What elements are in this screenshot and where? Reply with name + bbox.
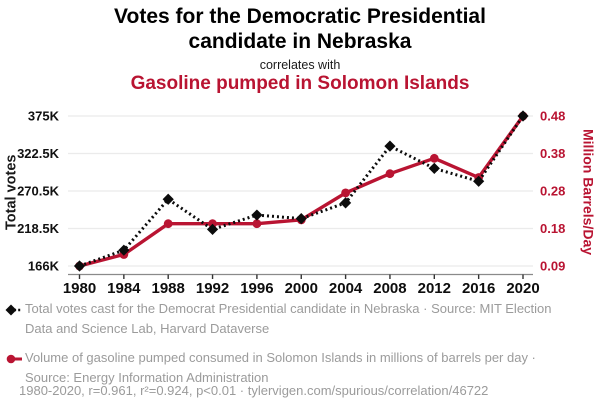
x-axis-tick-label: 1984	[107, 280, 141, 297]
legend-item-votes: Total votes cast for the Democrat Presid…	[5, 299, 580, 339]
x-axis-tick-label: 2016	[462, 280, 495, 297]
right-axis-tick-label: 0.38	[540, 146, 565, 161]
x-axis-tick-label: 1988	[152, 280, 185, 297]
data-point-diamond	[206, 223, 219, 235]
data-point-diamond	[384, 140, 396, 152]
legend-label-gasoline: Volume of gasoline pumped consumed in So…	[25, 350, 536, 385]
x-axis-tick-label: 2020	[506, 280, 539, 297]
legend: Total votes cast for the Democrat Presid…	[5, 299, 580, 397]
left-axis-tick-label: 218.5K	[17, 221, 60, 236]
x-axis-tick-label: 1980	[63, 280, 96, 297]
data-point-diamond	[340, 197, 352, 209]
chart-subtitle: Gasoline pumped in Solomon Islands	[130, 73, 470, 94]
legend-item-gasoline: Volume of gasoline pumped consumed in So…	[5, 348, 580, 388]
left-axis-tick-label: 166K	[28, 259, 60, 274]
x-axis-tick-label: 2012	[418, 280, 451, 297]
x-axis-tick-label: 1996	[240, 280, 273, 297]
data-point-diamond	[473, 175, 485, 187]
data-point-circle	[163, 219, 173, 229]
data-point-diamond	[295, 213, 307, 225]
data-point-diamond	[118, 244, 130, 256]
data-point-circle	[341, 188, 350, 198]
x-axis-tick-label: 2008	[373, 280, 406, 297]
data-point-diamond	[251, 209, 263, 221]
right-axis-tick-label: 0.48	[540, 109, 565, 124]
data-point-circle	[208, 219, 217, 229]
x-axis-tick-label: 2004	[329, 280, 363, 297]
data-point-diamond	[517, 110, 529, 122]
left-axis-title: Total votes	[3, 154, 20, 230]
legend-label-votes: Total votes cast for the Democrat Presid…	[25, 301, 552, 336]
x-axis-tick-label: 2000	[285, 280, 318, 297]
data-point-diamond	[73, 260, 86, 272]
right-axis-tick-label: 0.09	[540, 259, 565, 274]
right-axis-title: Million Barrels/Day	[580, 128, 597, 256]
data-point-circle	[429, 153, 439, 163]
left-axis-tick-label: 322.5K	[17, 146, 60, 161]
right-axis-tick-label: 0.28	[540, 184, 565, 199]
stats-line: 1980-2020, r=0.961, r²=0.924, p<0.01 · t…	[19, 383, 489, 398]
data-point-diamond	[428, 162, 440, 174]
black-diamond-dashed-marker-icon	[5, 304, 22, 316]
correlates-with-text: correlates with	[259, 58, 341, 72]
left-axis-tick-label: 375K	[28, 109, 60, 124]
left-axis-tick-label: 270.5K	[17, 184, 60, 199]
x-axis-tick-label: 1992	[196, 280, 229, 297]
chart-title: Votes for the Democratic Presidential ca…	[114, 5, 486, 53]
data-point-diamond	[162, 193, 174, 205]
data-point-circle	[385, 169, 395, 179]
data-point-circle	[252, 219, 262, 229]
right-axis-tick-label: 0.18	[540, 221, 565, 236]
red-circle-solid-marker-icon	[6, 354, 22, 364]
